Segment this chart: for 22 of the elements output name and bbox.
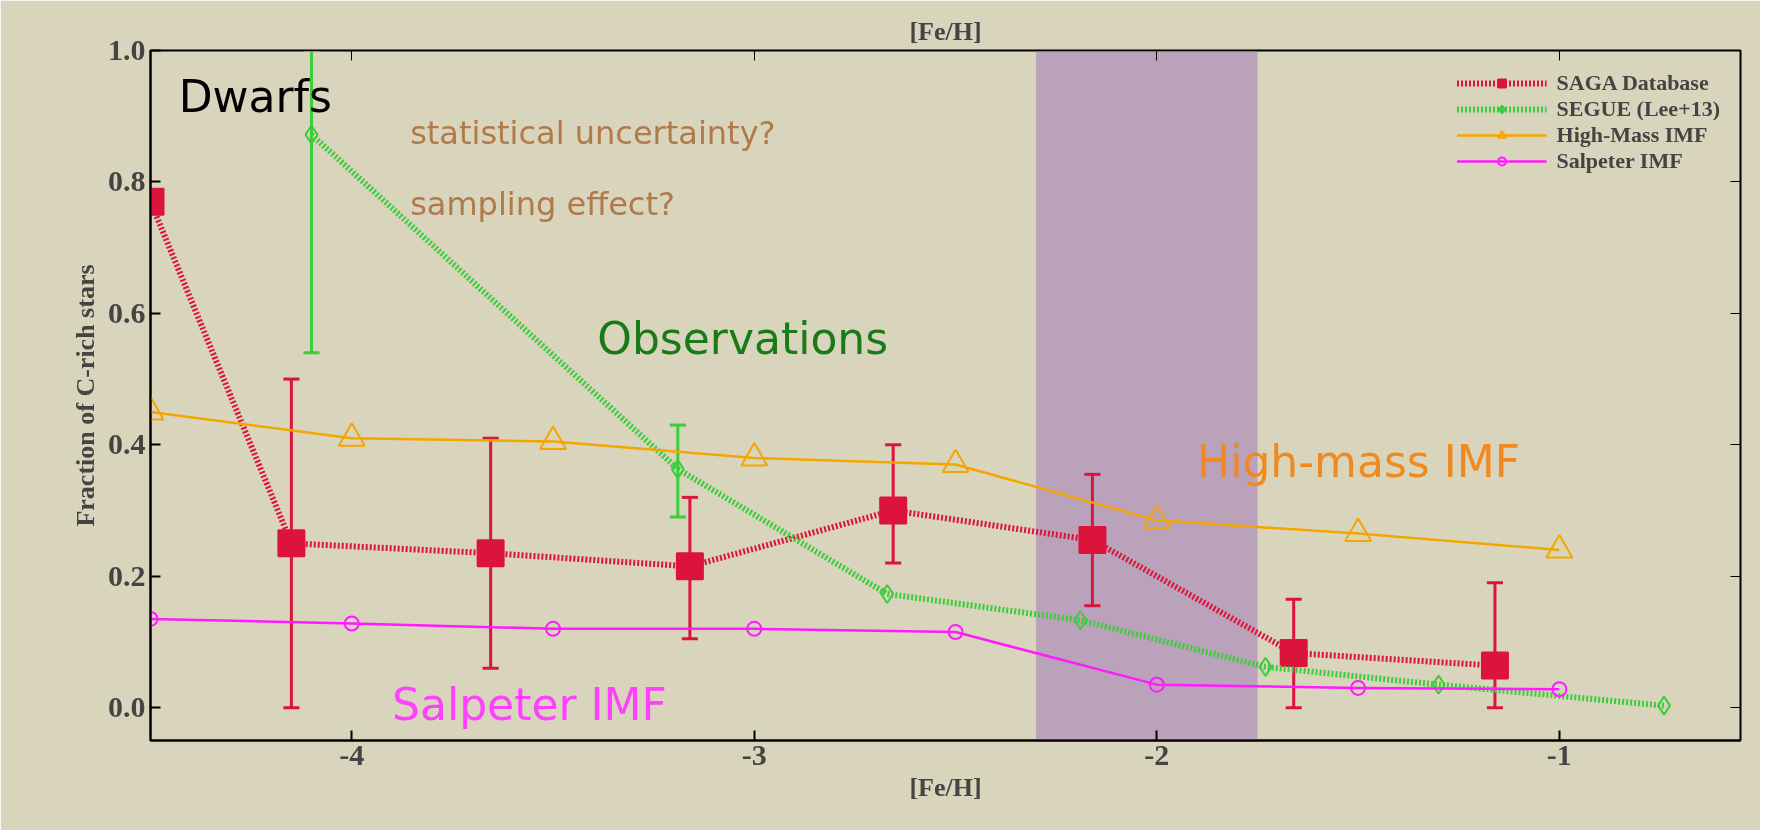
legend-label: SEGUE (Lee+13)	[1556, 96, 1720, 122]
y-axis-title: Fraction of C-rich stars	[71, 264, 100, 527]
y-tick-label: 0.2	[108, 558, 146, 592]
legend-label: SAGA Database	[1556, 70, 1709, 96]
x-tick-label: -4	[339, 737, 365, 771]
y-tick-label: 1.0	[108, 33, 146, 66]
x2-axis-title: [Fe/H]	[909, 16, 982, 46]
y-tick-label: 0.6	[108, 295, 146, 329]
x-axis-title: [Fe/H]	[909, 772, 982, 802]
legend-label: High-Mass IMF	[1556, 122, 1708, 148]
annotation: sampling effect?	[410, 185, 675, 224]
x-tick-label: -3	[741, 737, 767, 771]
x-tick-label: -2	[1144, 737, 1170, 771]
annotation: Observations	[597, 312, 889, 364]
y-tick-label: 0.0	[108, 690, 146, 724]
y-tick-label: 0.4	[108, 427, 146, 461]
legend-label: Salpeter IMF	[1556, 148, 1683, 174]
annotation: statistical uncertainty?	[410, 113, 776, 152]
annotation: High-mass IMF	[1197, 436, 1520, 488]
x-tick-label: -1	[1546, 737, 1572, 771]
y-tick-label: 0.8	[108, 164, 146, 198]
annotation: Salpeter IMF	[392, 678, 667, 730]
